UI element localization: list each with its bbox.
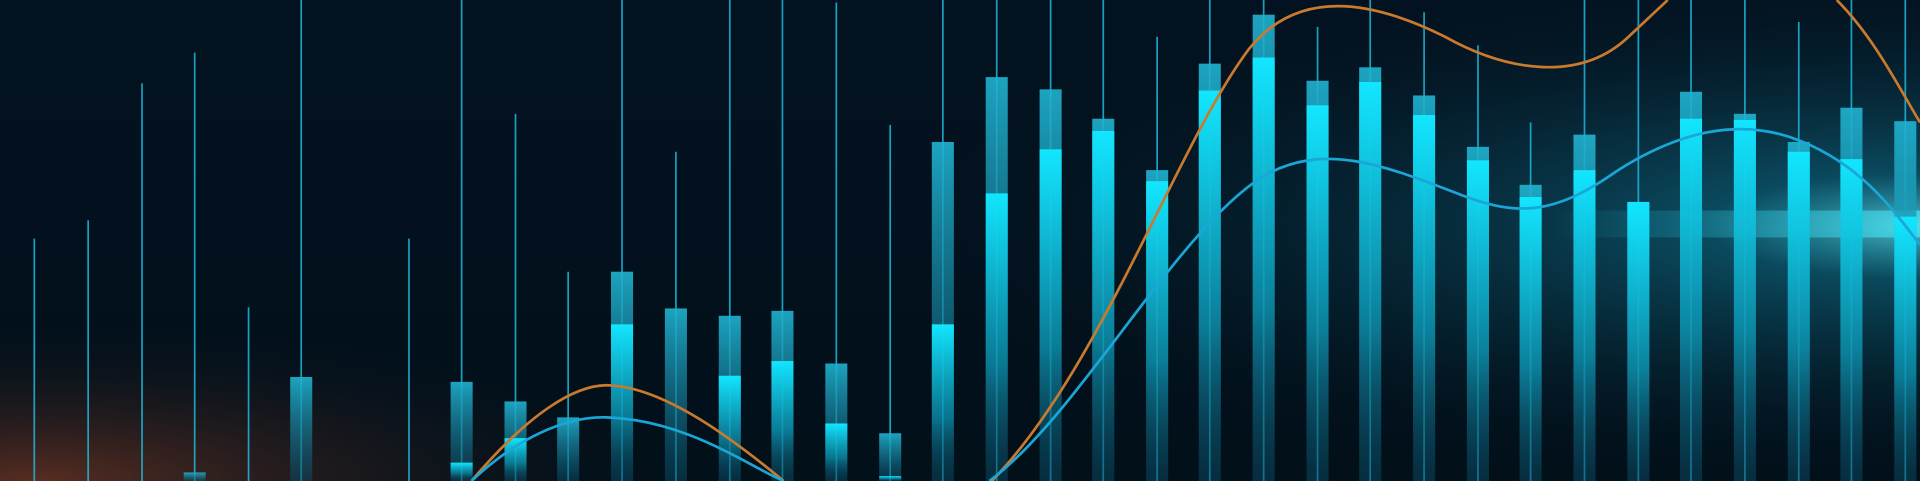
blue-curve (988, 127, 1920, 481)
candle-body (290, 376, 313, 481)
orange-curve (990, 0, 1669, 481)
candle-body-bright (1787, 151, 1810, 481)
orange-curve (470, 383, 785, 481)
candle-body-bright (1146, 181, 1169, 481)
light-band (1102, 210, 1920, 238)
candles (33, 0, 1917, 481)
candle-body-bright (931, 324, 954, 481)
candle-body-bright (504, 438, 527, 481)
candle-body-bright (718, 375, 741, 481)
candle-body-bright (1680, 118, 1703, 481)
candle-body-bright (450, 462, 473, 481)
orange-curve (1835, 0, 1920, 124)
candle-body-bright (1252, 57, 1275, 481)
candle-body-bright (1092, 130, 1115, 481)
candle-body (879, 433, 902, 481)
candle-body-bright (1413, 115, 1436, 481)
candle-body-bright (1627, 201, 1650, 481)
candle-body-bright (985, 193, 1008, 481)
candle-body (450, 381, 473, 481)
candle-body-bright (879, 476, 902, 481)
candle-body-bright (1466, 160, 1489, 481)
candle-body-bright (771, 361, 794, 481)
candle-body-bright (1840, 159, 1863, 481)
candle-body-bright (1306, 105, 1329, 481)
candle-body (557, 417, 580, 481)
candle-body-bright (825, 423, 848, 481)
candle-body-bright (1198, 90, 1221, 481)
candle-body (664, 308, 687, 481)
candle-body-bright (1894, 216, 1917, 481)
blue-curve (470, 416, 785, 481)
candle-body-bright (611, 324, 634, 481)
candle-body-bright (1573, 170, 1596, 481)
candle-body-bright (1733, 119, 1756, 481)
candle-body-bright (1519, 197, 1542, 481)
candle-body (183, 472, 206, 481)
candle-body-bright (1359, 82, 1382, 481)
